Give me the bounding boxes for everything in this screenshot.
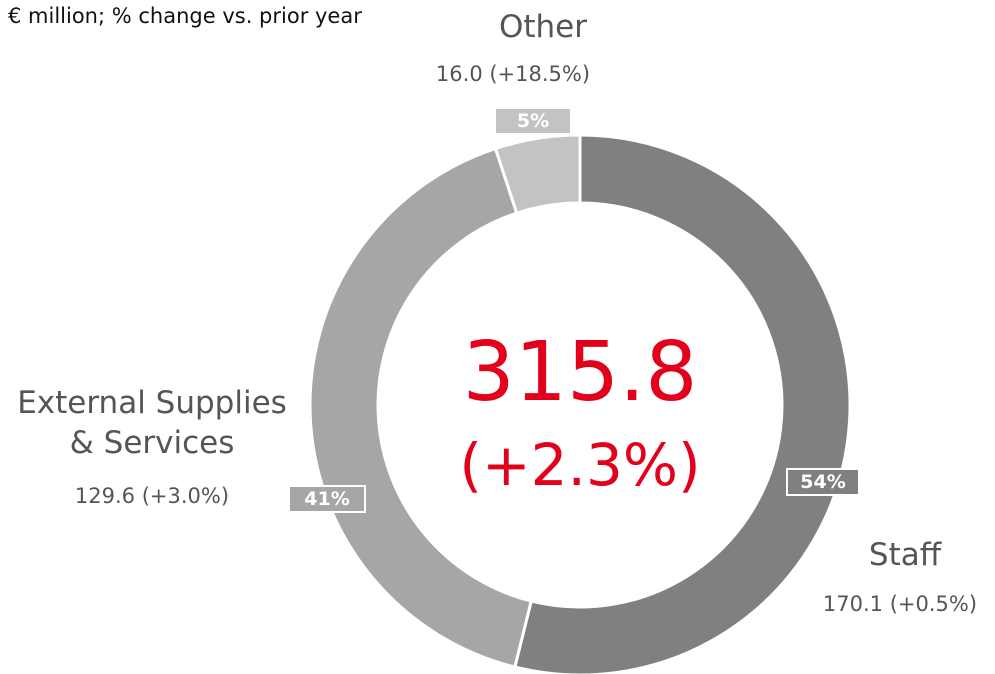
percent-label: 41%	[288, 485, 366, 513]
total-value: 315.8	[463, 325, 698, 420]
category-label: External Supplies & Services	[17, 385, 287, 461]
donut-slice	[513, 133, 852, 674]
value-label: 170.1 (+0.5%)	[822, 592, 978, 616]
value-label: 129.6 (+3.0%)	[74, 484, 230, 508]
value-label: 16.0 (+18.5%)	[435, 62, 591, 86]
percent-label: 54%	[786, 468, 860, 496]
percent-label: 5%	[494, 107, 572, 135]
category-label: Other	[498, 9, 588, 45]
subtitle: € million; % change vs. prior year	[8, 4, 362, 28]
total-change: (+2.3%)	[459, 431, 700, 499]
category-label: Staff	[868, 537, 942, 573]
donut-slice	[493, 133, 582, 216]
donut-slice	[308, 146, 534, 669]
